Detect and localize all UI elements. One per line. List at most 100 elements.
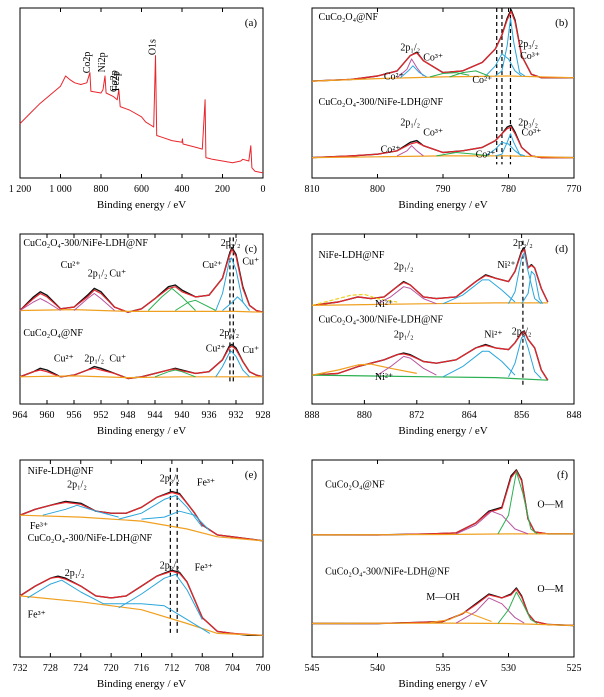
- panel-e: 732 728 724 720 716 712 708 704 700 Binding energ…: [13, 459, 271, 690]
- annotation-label: Co³⁺: [521, 128, 541, 139]
- x-axis-title: Binding energy / eV: [398, 678, 487, 690]
- baseline-line-2: [19, 514, 264, 542]
- x-tick-label: 545: [305, 663, 320, 674]
- x-tick-label: 1 200: [9, 184, 32, 195]
- peak-line-14: [396, 145, 424, 157]
- annotation-label: Co³⁺: [423, 53, 443, 64]
- annotation-label: Cu⁺: [242, 345, 259, 356]
- annotation-label: 2p₃/₂: [518, 39, 538, 50]
- annotation-label: Co³⁺: [520, 51, 540, 62]
- x-tick-label: 872: [409, 410, 424, 421]
- annotation-label: CuCo₂O₄-300/NiFe-LDH@NF: [23, 238, 148, 249]
- annotation-label: Co²⁺: [476, 150, 496, 161]
- baseline-line-2: [311, 533, 574, 536]
- x-tick-label: 525: [567, 663, 582, 674]
- annotation-label: CuCo₂O₄@NF: [23, 328, 83, 339]
- annotation-label: Ni2p: [97, 52, 108, 72]
- peak-line-6: [400, 65, 427, 79]
- x-tick-label: 952: [94, 410, 109, 421]
- annotation-label: Cu²⁺: [202, 260, 222, 271]
- annotation-label: CuCo₂O₄-300/NiFe-LDH@NF: [28, 533, 153, 544]
- plot-frame: [19, 233, 264, 405]
- peak-line-4: [497, 471, 538, 535]
- annotation-label: O1s: [147, 39, 158, 55]
- panel-a: 1 200 1 000 800 600 400 200 0 Binding energy / …: [9, 7, 266, 211]
- panel-b: 810 800 790 780 770 Binding energy / eV (b) CuC…: [305, 7, 582, 211]
- panel-label: (f): [557, 469, 568, 481]
- fit-line-10: [311, 126, 574, 159]
- peak-line-7: [429, 72, 470, 78]
- annotation-label: CuCo₂O₄@NF: [325, 480, 385, 491]
- annotation-label: CuCo₂O₄-300/NiFe-LDH@NF: [319, 314, 444, 325]
- annotation-label: Ni²⁺: [484, 330, 502, 341]
- x-tick-label: 940: [175, 410, 190, 421]
- annotation-label: Cu²⁺: [54, 354, 74, 365]
- baseline-line-2: [19, 309, 264, 313]
- peak-line-5: [396, 58, 424, 79]
- annotation-label: Cu²⁺: [206, 343, 226, 354]
- annotation-label: 2p₃/₂: [513, 238, 533, 249]
- x-tick-label: 200: [215, 184, 230, 195]
- x-tick-label: 960: [40, 410, 55, 421]
- plot-frame: [19, 7, 264, 179]
- peak-line-10: [497, 591, 538, 624]
- peak-line-12: [215, 350, 250, 378]
- x-tick-label: 790: [436, 184, 451, 195]
- peak-line-5: [147, 287, 196, 311]
- annotation-label: 2p₃/₂: [518, 117, 538, 128]
- x-tick-label: 728: [43, 663, 58, 674]
- x-tick-label: 948: [121, 410, 136, 421]
- annotation-label: Co²⁺: [384, 71, 404, 82]
- peak-line-4: [495, 17, 526, 77]
- x-tick-label: 810: [305, 184, 320, 195]
- baseline-line-8: [19, 595, 264, 636]
- panel-label: (a): [245, 17, 258, 29]
- panel-c: 964 960 956 952 948 944 940 936 932 928 Binding en…: [13, 233, 271, 437]
- peak-line-3: [19, 298, 61, 311]
- x-tick-label: 600: [134, 184, 149, 195]
- baseline-line-10: [311, 374, 548, 381]
- x-tick-label: 780: [501, 184, 516, 195]
- panel-label: (d): [555, 243, 568, 255]
- annotation-label: Fe2p: [111, 71, 122, 91]
- x-tick-label: 0: [261, 184, 266, 195]
- peak-line-13: [442, 350, 516, 378]
- x-tick-label: 856: [514, 410, 529, 421]
- annotation-label: 2p₁/₂: [88, 269, 108, 280]
- annotation-label: M—OH: [426, 592, 459, 603]
- peak-line-12: [377, 355, 437, 376]
- data-line-6: [19, 569, 263, 636]
- baseline-line-3: [311, 302, 548, 306]
- annotation-label: 2p₁/₂: [394, 262, 414, 273]
- annotation-label: 2p₃/₂: [219, 328, 239, 339]
- peak-line-15: [436, 152, 489, 157]
- annotation-label: 2p₁/₂: [400, 117, 420, 128]
- peak-line-13: [495, 133, 526, 157]
- annotation-label: 2p₃/₂: [160, 560, 180, 571]
- peak-line-12: [485, 141, 522, 157]
- annotation-label: 2p₁/₂: [400, 43, 420, 54]
- x-tick-label: 700: [256, 663, 271, 674]
- annotation-label: Fe³⁺: [197, 478, 215, 489]
- annotation-label: 2p₃/₂: [512, 326, 532, 337]
- x-tick-label: 720: [104, 663, 119, 674]
- annotation-label: CuCo₂O₄-300/NiFe-LDH@NF: [319, 97, 444, 108]
- peak-line-8: [222, 296, 250, 311]
- annotation-label: Ni²⁺: [375, 372, 393, 383]
- peak-line-8: [429, 611, 492, 623]
- plot-frame: [19, 459, 264, 658]
- baseline-line-11: [311, 155, 575, 159]
- x-tick-label: 716: [134, 663, 149, 674]
- x-tick-label: 944: [148, 410, 163, 421]
- fit-line-1: [19, 248, 264, 313]
- x-tick-label: 848: [567, 410, 582, 421]
- peak-line-8: [449, 70, 490, 78]
- peak-line-6: [175, 299, 217, 311]
- peak-line-4: [118, 495, 203, 528]
- x-tick-label: 964: [13, 410, 28, 421]
- fit-line-1: [311, 10, 574, 82]
- x-axis-title: Binding energy / eV: [97, 678, 186, 690]
- peak-line-4: [377, 286, 437, 305]
- fit-line-7: [19, 570, 264, 636]
